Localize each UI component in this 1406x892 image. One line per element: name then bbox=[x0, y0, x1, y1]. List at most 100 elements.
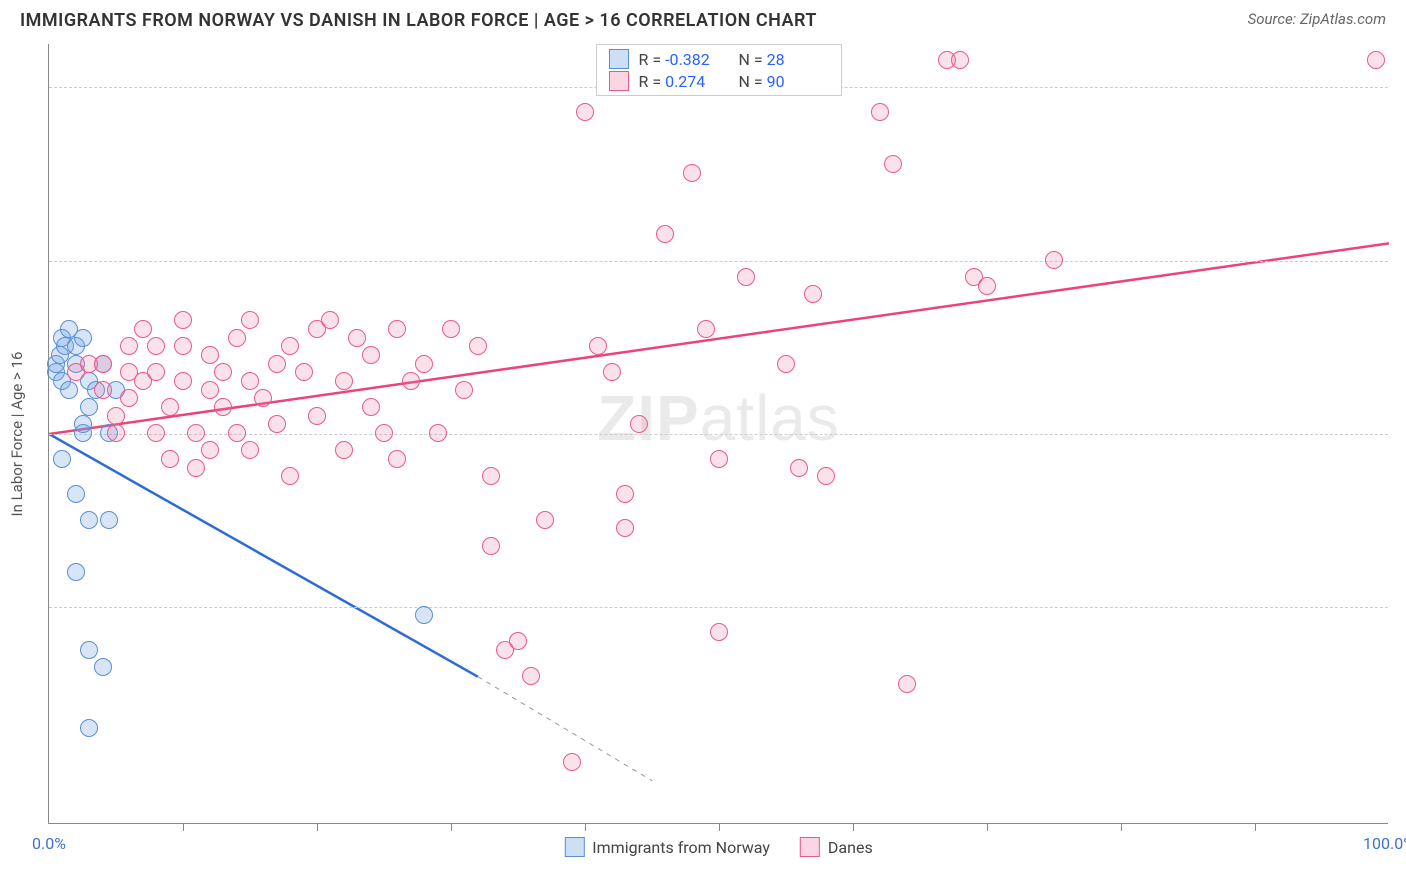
data-point-pink bbox=[281, 467, 299, 485]
xtick bbox=[1255, 823, 1256, 831]
xtick bbox=[719, 823, 720, 831]
data-point-pink bbox=[509, 632, 527, 650]
data-point-pink bbox=[134, 320, 152, 338]
data-point-pink bbox=[187, 424, 205, 442]
data-point-pink bbox=[241, 372, 259, 390]
data-point-blue bbox=[67, 485, 85, 503]
data-point-pink bbox=[790, 459, 808, 477]
data-point-pink bbox=[308, 407, 326, 425]
data-point-pink bbox=[697, 320, 715, 338]
data-point-pink bbox=[777, 355, 795, 373]
data-point-pink bbox=[737, 268, 755, 286]
data-point-pink bbox=[147, 363, 165, 381]
data-point-pink bbox=[563, 753, 581, 771]
chart-title: IMMIGRANTS FROM NORWAY VS DANISH IN LABO… bbox=[20, 10, 817, 31]
data-point-pink bbox=[362, 346, 380, 364]
chart-source: Source: ZipAtlas.com bbox=[1248, 10, 1386, 28]
data-point-blue bbox=[74, 415, 92, 433]
legend-stats-row-pink: R = 0.274 N = 90 bbox=[609, 70, 829, 92]
ytick-label: 80.0% bbox=[1398, 251, 1406, 270]
data-point-pink bbox=[107, 424, 125, 442]
gridline bbox=[49, 434, 1388, 435]
data-point-pink bbox=[817, 467, 835, 485]
gridline bbox=[49, 607, 1388, 608]
data-point-pink bbox=[321, 311, 339, 329]
ytick-label: 60.0% bbox=[1398, 425, 1406, 444]
legend-stats-row-blue: R = -0.382 N = 28 bbox=[609, 48, 829, 70]
data-point-pink bbox=[228, 424, 246, 442]
data-point-pink bbox=[161, 450, 179, 468]
data-point-pink bbox=[241, 311, 259, 329]
data-point-pink bbox=[429, 424, 447, 442]
data-point-pink bbox=[201, 441, 219, 459]
data-point-pink bbox=[174, 372, 192, 390]
data-point-pink bbox=[295, 363, 313, 381]
data-point-pink bbox=[951, 51, 969, 69]
data-point-blue bbox=[80, 398, 98, 416]
legend-stats: R = -0.382 N = 28 R = 0.274 N = 90 bbox=[596, 44, 842, 96]
data-point-pink bbox=[187, 459, 205, 477]
data-point-pink bbox=[107, 407, 125, 425]
stat-n-pink: 90 bbox=[767, 72, 785, 91]
data-point-pink bbox=[710, 450, 728, 468]
stat-n-blue: 28 bbox=[767, 50, 785, 69]
data-point-pink bbox=[241, 441, 259, 459]
xtick bbox=[317, 823, 318, 831]
data-point-pink bbox=[147, 424, 165, 442]
legend-label-pink: Danes bbox=[828, 838, 873, 857]
data-point-pink bbox=[804, 285, 822, 303]
stat-r-blue: -0.382 bbox=[665, 50, 710, 69]
data-point-pink bbox=[268, 355, 286, 373]
y-axis-label: In Labor Force | Age > 16 bbox=[8, 351, 26, 516]
data-point-pink bbox=[94, 381, 112, 399]
xtick bbox=[853, 823, 854, 831]
xtick bbox=[987, 823, 988, 831]
data-point-pink bbox=[375, 424, 393, 442]
data-point-pink bbox=[482, 537, 500, 555]
data-point-pink bbox=[589, 337, 607, 355]
xtick-label: 0.0% bbox=[32, 834, 66, 853]
data-point-pink bbox=[616, 519, 634, 537]
legend-item-pink: Danes bbox=[800, 837, 873, 857]
data-point-pink bbox=[174, 337, 192, 355]
ytick-label: 100.0% bbox=[1398, 78, 1406, 97]
data-point-pink bbox=[898, 675, 916, 693]
data-point-blue bbox=[94, 658, 112, 676]
legend-label-blue: Immigrants from Norway bbox=[592, 838, 770, 857]
legend-item-blue: Immigrants from Norway bbox=[564, 837, 770, 857]
data-point-pink bbox=[94, 355, 112, 373]
plot-area: In Labor Force | Age > 16 ZIPatlas R = -… bbox=[48, 44, 1388, 824]
trendline-blue bbox=[49, 434, 478, 677]
data-point-blue bbox=[53, 450, 71, 468]
data-point-pink bbox=[1367, 51, 1385, 69]
data-point-pink bbox=[442, 320, 460, 338]
chart-header: IMMIGRANTS FROM NORWAY VS DANISH IN LABO… bbox=[0, 0, 1406, 35]
trendline-pink bbox=[49, 243, 1389, 434]
xtick bbox=[585, 823, 586, 831]
data-point-pink bbox=[576, 103, 594, 121]
data-point-pink bbox=[522, 667, 540, 685]
data-point-pink bbox=[884, 155, 902, 173]
data-point-pink bbox=[120, 389, 138, 407]
data-point-pink bbox=[402, 372, 420, 390]
data-point-blue bbox=[60, 381, 78, 399]
data-point-blue bbox=[80, 641, 98, 659]
data-point-blue bbox=[67, 563, 85, 581]
data-point-pink bbox=[161, 398, 179, 416]
data-point-pink bbox=[978, 277, 996, 295]
chart-container: In Labor Force | Age > 16 ZIPatlas R = -… bbox=[48, 44, 1388, 824]
data-point-pink bbox=[415, 355, 433, 373]
data-point-pink bbox=[228, 329, 246, 347]
data-point-pink bbox=[536, 511, 554, 529]
data-point-blue bbox=[80, 719, 98, 737]
xtick bbox=[183, 823, 184, 831]
data-point-pink bbox=[455, 381, 473, 399]
ytick-label: 40.0% bbox=[1398, 598, 1406, 617]
gridline bbox=[49, 261, 1388, 262]
data-point-pink bbox=[630, 415, 648, 433]
swatch-pink bbox=[609, 71, 629, 91]
xtick bbox=[451, 823, 452, 831]
data-point-pink bbox=[120, 337, 138, 355]
data-point-pink bbox=[482, 467, 500, 485]
data-point-pink bbox=[683, 164, 701, 182]
